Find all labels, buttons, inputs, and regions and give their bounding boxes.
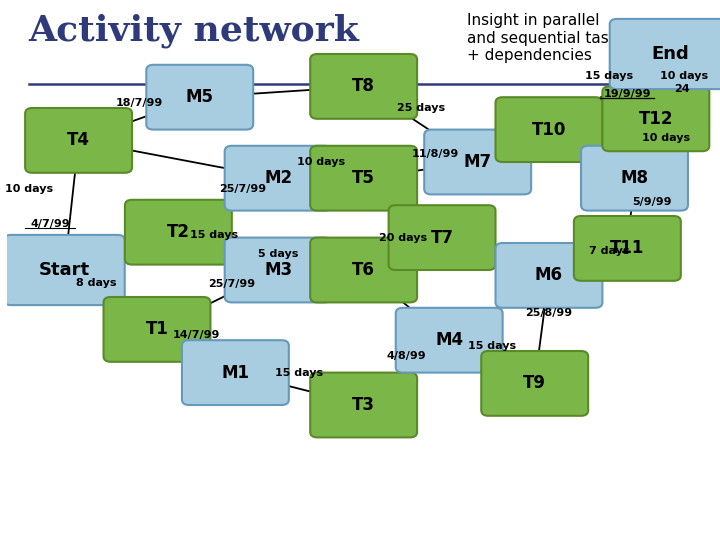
FancyBboxPatch shape xyxy=(481,351,588,416)
Text: 19/9/99: 19/9/99 xyxy=(603,90,651,99)
FancyBboxPatch shape xyxy=(146,65,253,130)
FancyBboxPatch shape xyxy=(25,108,132,173)
FancyBboxPatch shape xyxy=(424,130,531,194)
FancyBboxPatch shape xyxy=(389,205,495,270)
Text: 20 days: 20 days xyxy=(379,233,427,242)
Text: 18/7/99: 18/7/99 xyxy=(115,98,163,107)
FancyBboxPatch shape xyxy=(310,238,417,302)
Text: Insight in parallel
and sequential tasks
+ dependencies: Insight in parallel and sequential tasks… xyxy=(467,14,626,63)
Text: 10 days: 10 days xyxy=(660,71,708,80)
Text: 5/9/99: 5/9/99 xyxy=(633,198,672,207)
Text: M4: M4 xyxy=(435,331,463,349)
Text: M2: M2 xyxy=(264,169,292,187)
Text: 10 days: 10 days xyxy=(4,184,53,194)
Text: 25/7/99: 25/7/99 xyxy=(219,184,266,194)
FancyBboxPatch shape xyxy=(104,297,210,362)
Text: 25/7/99: 25/7/99 xyxy=(208,279,256,288)
Text: T9: T9 xyxy=(523,374,546,393)
FancyBboxPatch shape xyxy=(495,97,603,162)
FancyBboxPatch shape xyxy=(182,340,289,405)
FancyBboxPatch shape xyxy=(495,243,603,308)
Text: M1: M1 xyxy=(221,363,249,382)
Text: 25 days: 25 days xyxy=(397,103,445,113)
Text: End: End xyxy=(651,45,689,63)
FancyBboxPatch shape xyxy=(603,86,709,151)
Text: T8: T8 xyxy=(352,77,375,96)
Text: 4/7/99: 4/7/99 xyxy=(30,219,70,229)
Text: 15 days: 15 days xyxy=(276,368,323,377)
Text: 24: 24 xyxy=(674,84,689,94)
Text: 25/8/99: 25/8/99 xyxy=(526,308,572,318)
Text: T5: T5 xyxy=(352,169,375,187)
Text: 7 days: 7 days xyxy=(589,246,630,256)
Text: 15 days: 15 days xyxy=(468,341,516,350)
Text: M5: M5 xyxy=(186,88,214,106)
FancyBboxPatch shape xyxy=(125,200,232,265)
FancyBboxPatch shape xyxy=(310,373,417,437)
Text: M6: M6 xyxy=(535,266,563,285)
Text: 10 days: 10 days xyxy=(297,157,345,167)
Text: T7: T7 xyxy=(431,228,454,247)
FancyBboxPatch shape xyxy=(574,216,681,281)
Text: T3: T3 xyxy=(352,396,375,414)
Text: T6: T6 xyxy=(352,261,375,279)
FancyBboxPatch shape xyxy=(310,146,417,211)
Text: 8 days: 8 days xyxy=(76,279,117,288)
Text: 14/7/99: 14/7/99 xyxy=(173,330,220,340)
FancyBboxPatch shape xyxy=(581,146,688,211)
FancyBboxPatch shape xyxy=(310,54,417,119)
Text: 10 days: 10 days xyxy=(642,133,690,143)
Text: T10: T10 xyxy=(532,120,566,139)
FancyBboxPatch shape xyxy=(225,238,332,302)
Text: T1: T1 xyxy=(145,320,168,339)
Text: 15 days: 15 days xyxy=(190,230,238,240)
Text: 5 days: 5 days xyxy=(258,249,298,259)
Text: 15 days: 15 days xyxy=(585,71,634,80)
Text: T12: T12 xyxy=(639,110,673,128)
Text: M7: M7 xyxy=(464,153,492,171)
FancyBboxPatch shape xyxy=(225,146,332,211)
Text: M8: M8 xyxy=(621,169,649,187)
Text: 11/8/99: 11/8/99 xyxy=(411,149,459,159)
Text: M3: M3 xyxy=(264,261,292,279)
FancyBboxPatch shape xyxy=(4,235,125,305)
Text: T4: T4 xyxy=(67,131,90,150)
Text: Activity network: Activity network xyxy=(29,14,359,48)
Text: T11: T11 xyxy=(610,239,644,258)
Text: T2: T2 xyxy=(167,223,190,241)
Text: 4/8/99: 4/8/99 xyxy=(387,352,426,361)
FancyBboxPatch shape xyxy=(396,308,503,373)
FancyBboxPatch shape xyxy=(610,19,720,89)
Text: Start: Start xyxy=(39,261,90,279)
